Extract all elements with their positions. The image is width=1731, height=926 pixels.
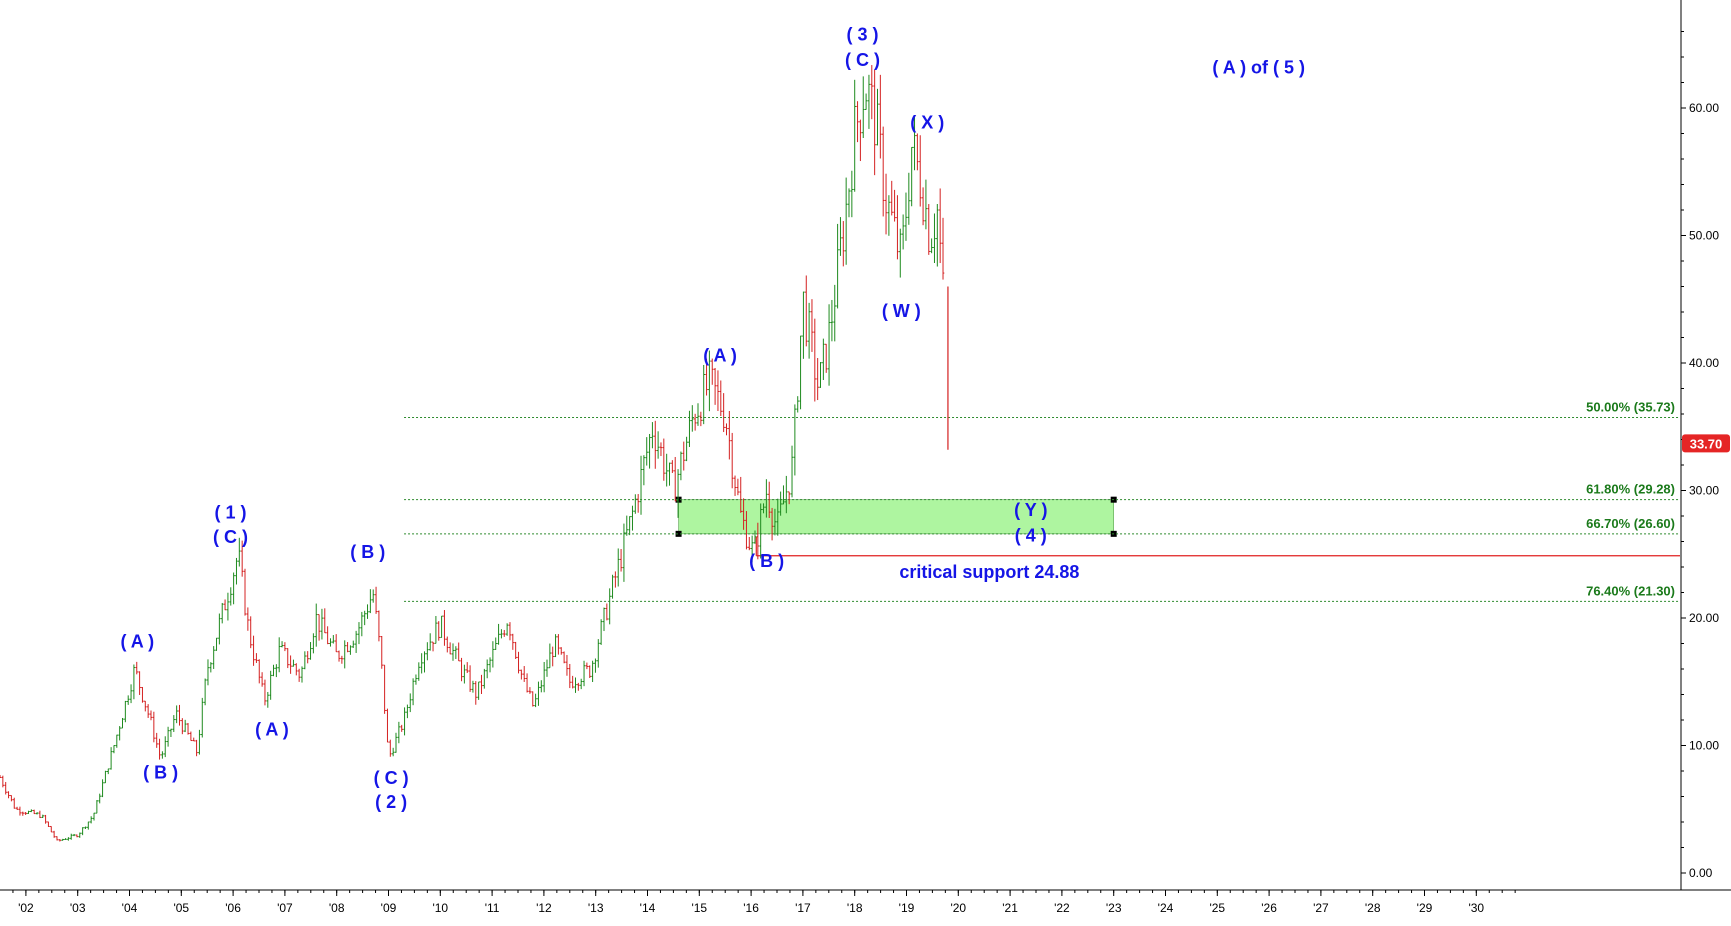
x-tick-label: '08 bbox=[329, 901, 345, 915]
y-tick-label: 20.00 bbox=[1689, 611, 1719, 625]
last-price-badge bbox=[1682, 434, 1730, 453]
x-tick-label: '09 bbox=[381, 901, 397, 915]
wave-label: ( X ) bbox=[910, 112, 944, 132]
y-tick-label: 10.00 bbox=[1689, 739, 1719, 753]
wave-label: ( C ) bbox=[845, 50, 880, 70]
x-tick-label: '14 bbox=[640, 901, 656, 915]
x-tick-label: '16 bbox=[743, 901, 759, 915]
wave-label: ( Y ) bbox=[1014, 500, 1047, 520]
x-tick-label: '04 bbox=[122, 901, 138, 915]
x-tick-label: '30 bbox=[1468, 901, 1484, 915]
x-tick-label: '03 bbox=[70, 901, 86, 915]
x-tick-label: '18 bbox=[847, 901, 863, 915]
fib-label: 66.70% (26.60) bbox=[1586, 516, 1675, 531]
x-tick-label: '27 bbox=[1313, 901, 1329, 915]
x-tick-label: '20 bbox=[950, 901, 966, 915]
x-tick-label: '15 bbox=[691, 901, 707, 915]
x-tick-label: '17 bbox=[795, 901, 811, 915]
wave-label: ( 4 ) bbox=[1015, 526, 1047, 546]
target-zone-layer bbox=[675, 496, 1117, 537]
x-tick-label: '22 bbox=[1054, 901, 1070, 915]
critical-support-label: critical support 24.88 bbox=[899, 562, 1079, 582]
wave-label: ( B ) bbox=[143, 763, 178, 783]
zone-corner-handle bbox=[675, 496, 682, 503]
x-tick-label: '07 bbox=[277, 901, 293, 915]
x-tick-label: '21 bbox=[1002, 901, 1018, 915]
x-tick-label: '19 bbox=[899, 901, 915, 915]
x-tick-label: '05 bbox=[173, 901, 189, 915]
x-tick-label: '26 bbox=[1261, 901, 1277, 915]
target-zone bbox=[678, 499, 1115, 535]
wave-label: ( 1 ) bbox=[215, 503, 247, 523]
wave-label: ( 3 ) bbox=[846, 24, 878, 44]
wave-label: ( A ) bbox=[255, 719, 289, 739]
x-tick-label: '11 bbox=[485, 901, 500, 915]
wave-labels-layer: ( A ) ( B ) ( 1 ) ( C ) ( A ) ( B ) ( C ) ( 2 )… bbox=[120, 24, 1305, 812]
last-price-label: 33.70 bbox=[1690, 436, 1723, 451]
x-tick-label: '25 bbox=[1209, 901, 1225, 915]
price-series-layer bbox=[0, 65, 949, 842]
wave-label: ( B ) bbox=[350, 542, 385, 562]
wave-label: ( C ) bbox=[213, 527, 248, 547]
x-tick-label: '12 bbox=[536, 901, 552, 915]
y-tick-label: 0.00 bbox=[1689, 866, 1713, 880]
fib-label: 76.40% (21.30) bbox=[1586, 583, 1675, 598]
x-tick-label: '02 bbox=[18, 901, 34, 915]
y-tick-label: 60.00 bbox=[1689, 101, 1719, 115]
y-tick-label: 40.00 bbox=[1689, 356, 1719, 370]
x-tick-label: '10 bbox=[432, 901, 448, 915]
wave-label: ( A ) bbox=[120, 631, 154, 651]
x-tick-label: '28 bbox=[1365, 901, 1381, 915]
x-tick-label: '23 bbox=[1106, 901, 1122, 915]
x-tick-label: '13 bbox=[588, 901, 604, 915]
x-tick-label: '06 bbox=[225, 901, 241, 915]
wave-label: ( C ) bbox=[374, 768, 409, 788]
fib-lines-layer: 50.00% (35.73) 61.80% (29.28) 66.70% (26.6… bbox=[404, 399, 1680, 602]
y-tick-label: 30.00 bbox=[1689, 484, 1719, 498]
fib-label: 61.80% (29.28) bbox=[1586, 482, 1675, 497]
fib-label: 50.00% (35.73) bbox=[1586, 399, 1675, 414]
y-tick-label: 50.00 bbox=[1689, 229, 1719, 243]
wave-label: ( 2 ) bbox=[375, 792, 407, 812]
wave-label: ( W ) bbox=[882, 301, 921, 321]
wave-label: ( A ) of ( 5 ) bbox=[1212, 58, 1305, 78]
x-tick-label: '29 bbox=[1417, 901, 1433, 915]
zone-corner-handle bbox=[675, 530, 682, 537]
wave-label: ( B ) bbox=[749, 551, 784, 571]
wave-label: ( A ) bbox=[703, 346, 737, 366]
x-tick-label: '24 bbox=[1158, 901, 1174, 915]
